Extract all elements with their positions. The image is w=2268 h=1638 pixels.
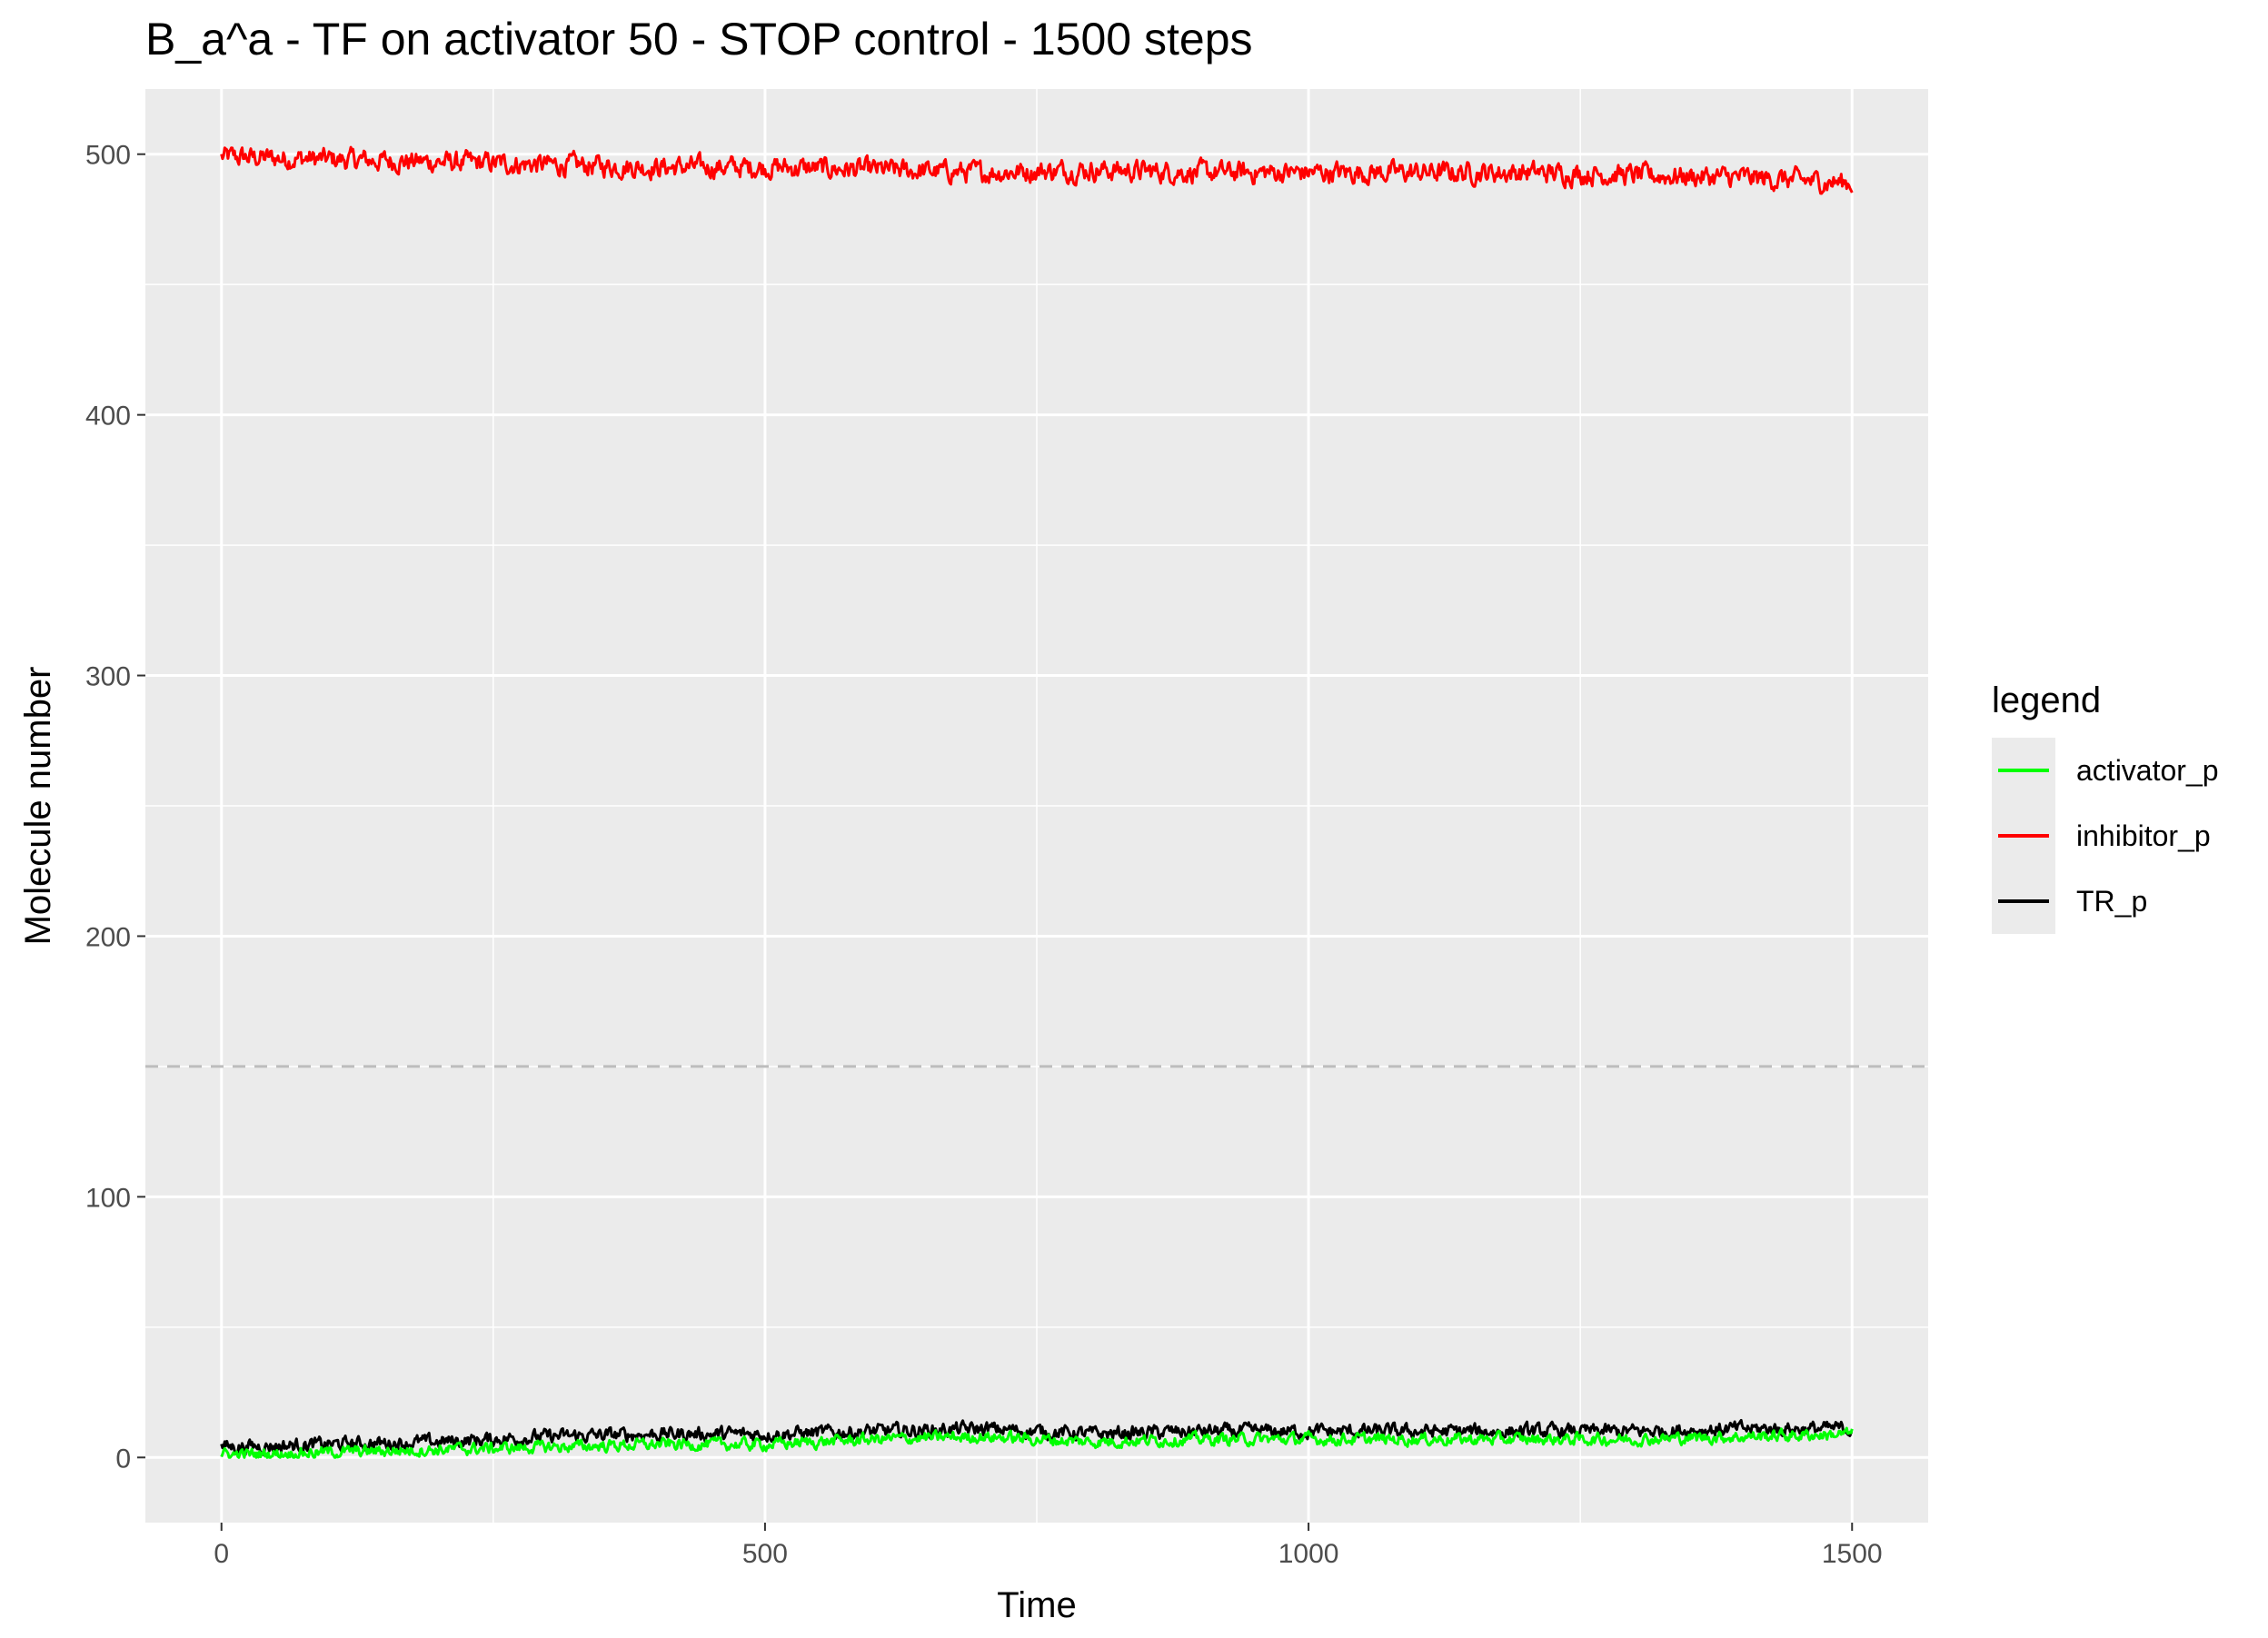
- y-tick-label: 500: [85, 141, 131, 171]
- legend-label-inhibitor_p: inhibitor_p: [2076, 819, 2211, 852]
- legend-label-TR_p: TR_p: [2076, 885, 2147, 918]
- series-layer: [220, 145, 1854, 1459]
- legend-label-activator_p: activator_p: [2076, 754, 2219, 787]
- y-tick-label: 100: [85, 1183, 131, 1213]
- x-tick-label: 0: [214, 1539, 229, 1569]
- series-line-inhibitor_p: [220, 145, 1854, 195]
- y-tick-label: 200: [85, 922, 131, 952]
- y-tick-label: 0: [115, 1444, 131, 1474]
- x-axis-title: Time: [997, 1585, 1076, 1625]
- x-axis-ticks: 0 500 1000 1500: [214, 1523, 1883, 1569]
- y-tick-label: 300: [85, 662, 131, 692]
- y-tick-label: 400: [85, 402, 131, 432]
- legend-title: legend: [1992, 680, 2101, 720]
- y-axis-title: Molecule number: [18, 667, 58, 946]
- y-axis-ticks: 0 100 200 300 400 500: [85, 141, 145, 1474]
- series-line-activator_p: [220, 1426, 1854, 1459]
- x-tick-label: 1000: [1278, 1539, 1339, 1569]
- series-line-TR_p: [220, 1418, 1854, 1456]
- grid-major: [145, 89, 1928, 1523]
- legend: legend activator_p inhibitor_p TR_p: [1992, 680, 2219, 934]
- x-tick-label: 1500: [1822, 1539, 1883, 1569]
- chart-title: B_a^a - TF on activator 50 - STOP contro…: [145, 14, 1253, 65]
- x-tick-label: 500: [742, 1539, 788, 1569]
- grid-minor: [145, 89, 1928, 1523]
